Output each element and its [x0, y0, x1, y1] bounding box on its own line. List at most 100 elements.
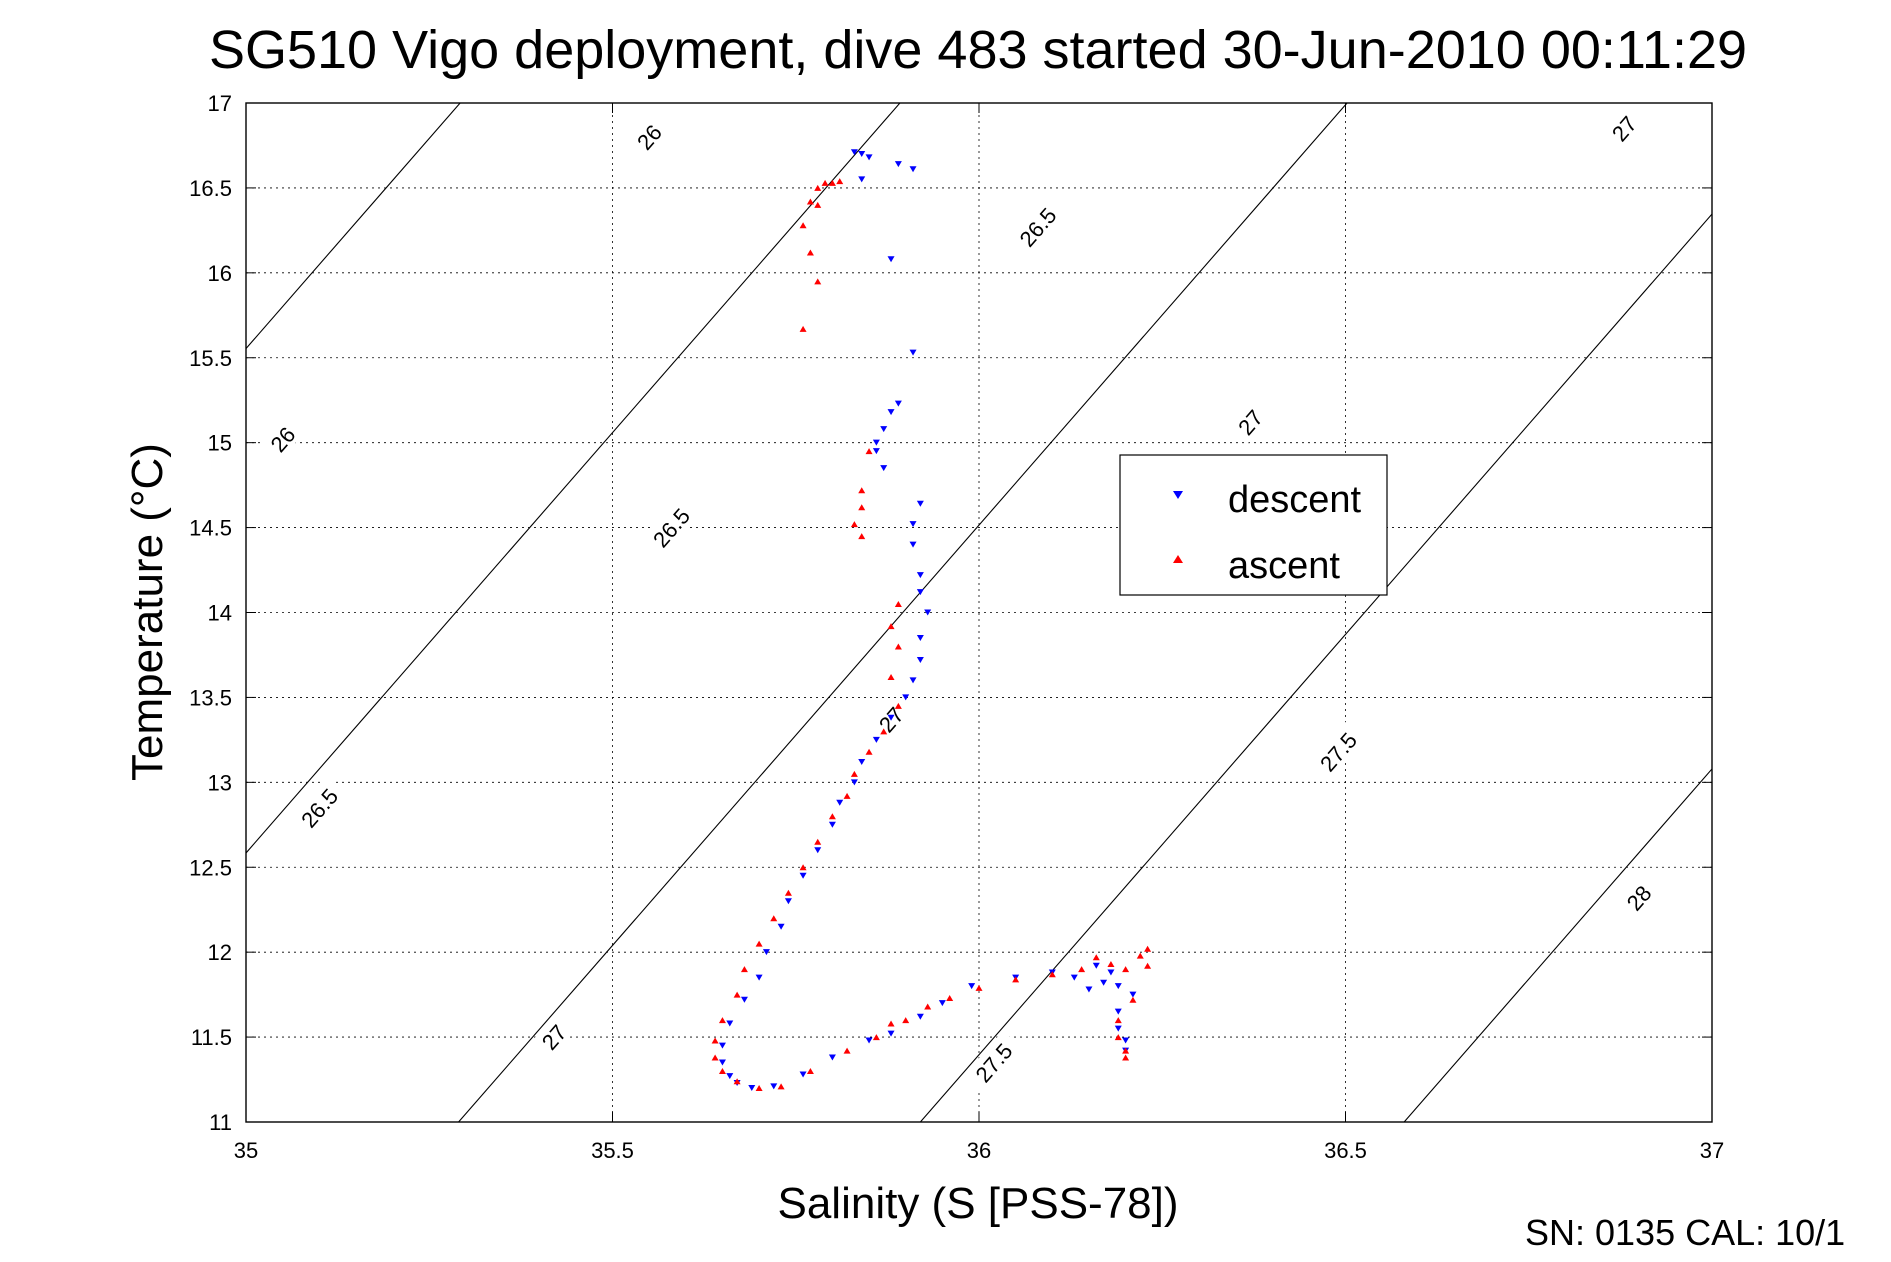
isopycnal-label-bg: [1228, 400, 1271, 443]
descent-point: [1092, 962, 1100, 969]
descent-point: [718, 1042, 726, 1049]
descent-point: [858, 758, 866, 765]
ascent-point: [814, 201, 822, 208]
descent-point: [784, 898, 792, 905]
ascent-point: [770, 915, 778, 922]
y-tick-label: 14.5: [189, 516, 232, 541]
isopycnal-label-text: 26: [266, 422, 301, 457]
isopycnal-label: 27.5: [1307, 719, 1367, 783]
descent-point: [909, 521, 917, 528]
descent-point: [828, 821, 836, 828]
descent-point: [1129, 991, 1137, 998]
serial-calibration-footer: SN: 0135 CAL: 10/1: [1525, 1212, 1845, 1253]
ascent-point: [887, 623, 895, 630]
legend-descent-marker: [1173, 491, 1183, 499]
ascent-point: [1048, 971, 1056, 978]
ascent-point: [755, 1085, 763, 1092]
ascent-point: [887, 674, 895, 681]
ascent-point: [894, 702, 902, 709]
ascent-point: [806, 1068, 814, 1075]
ascent-point: [1136, 952, 1144, 959]
legend-ascent-marker: [1173, 555, 1183, 563]
descent-point: [865, 154, 873, 161]
descent-point: [902, 694, 910, 701]
isopycnal-label: 27: [1602, 106, 1645, 150]
ascent-point: [806, 249, 814, 256]
isopycnal-label-bg: [260, 417, 303, 460]
isopycnal-label-text: 27: [1233, 405, 1268, 440]
ascent-point: [858, 533, 866, 540]
descent-point: [909, 166, 917, 173]
ascent-point: [850, 521, 858, 528]
ascent-point: [887, 1020, 895, 1027]
x-tick-label: 36: [967, 1138, 991, 1163]
descent-point: [850, 149, 858, 156]
ascent-point: [799, 864, 807, 871]
descent-point: [887, 1030, 895, 1037]
descent-point: [740, 996, 748, 1003]
descent-point: [865, 1037, 873, 1044]
ascent-point: [894, 643, 902, 650]
isopycnal-label-bg: [532, 1015, 575, 1058]
isopycnal-label-bg: [1307, 719, 1367, 783]
y-tick-label: 12: [208, 940, 232, 965]
ascent-point: [1122, 1054, 1130, 1061]
descent-point: [880, 465, 888, 472]
isopycnal-label: 26: [627, 114, 670, 158]
ascent-point: [821, 179, 829, 186]
descent-point: [814, 847, 822, 854]
ascent-point: [1122, 966, 1130, 973]
isopycnal-label: 28: [1616, 875, 1659, 919]
x-tick-label: 35: [234, 1138, 258, 1163]
y-axis-label: Temperature (°C): [123, 443, 172, 781]
ascent-point: [1144, 945, 1152, 952]
descent-point: [916, 1013, 924, 1020]
x-tick-label: 36.5: [1324, 1138, 1367, 1163]
ascent-point: [1092, 954, 1100, 961]
chart-title: SG510 Vigo deployment, dive 483 started …: [209, 20, 1747, 80]
y-tick-label: 13: [208, 770, 232, 795]
descent-point: [909, 541, 917, 548]
ascent-point: [858, 487, 866, 494]
descent-point: [1085, 986, 1093, 993]
y-tick-label: 11: [209, 1110, 232, 1135]
descent-point: [726, 1020, 734, 1027]
legend-descent-label: descent: [1228, 479, 1362, 521]
descent-point: [894, 161, 902, 168]
ascent-point: [711, 1037, 719, 1044]
ascent-point: [777, 1083, 785, 1090]
x-tick-label: 37: [1700, 1138, 1724, 1163]
isopycnal-line: [246, 103, 901, 854]
descent-point: [1114, 1025, 1122, 1032]
descent-point: [872, 439, 880, 446]
ascent-point: [799, 222, 807, 229]
descent-point: [850, 779, 858, 786]
isopycnal-label: 27: [532, 1015, 575, 1058]
descent-point: [880, 426, 888, 433]
isopycnal-label-bg: [1616, 875, 1659, 919]
descent-point: [909, 349, 917, 356]
descent-point: [968, 983, 976, 990]
ascent-point: [924, 1003, 932, 1010]
isopycnal-line: [458, 103, 1348, 1122]
legend: descent ascent: [1119, 454, 1388, 596]
descent-point: [799, 872, 807, 879]
descent-point: [777, 923, 785, 930]
isopycnal-label-text: 28: [1622, 881, 1657, 916]
descent-point: [748, 1085, 756, 1092]
y-tick-label: 15: [208, 431, 232, 456]
descent-point: [1100, 979, 1108, 986]
descent-point: [872, 448, 880, 455]
descent-point: [1122, 1037, 1130, 1044]
ascent-point: [843, 1047, 851, 1054]
ascent-point: [828, 813, 836, 820]
ascent-point: [755, 940, 763, 947]
y-tick-label: 17: [208, 91, 232, 116]
isopycnal-label-bg: [289, 775, 349, 839]
descent-point: [916, 500, 924, 507]
y-tick-label: 12.5: [189, 855, 232, 880]
descent-point: [770, 1083, 778, 1090]
ascent-point: [733, 1078, 741, 1085]
ascent-point: [1122, 1047, 1130, 1054]
